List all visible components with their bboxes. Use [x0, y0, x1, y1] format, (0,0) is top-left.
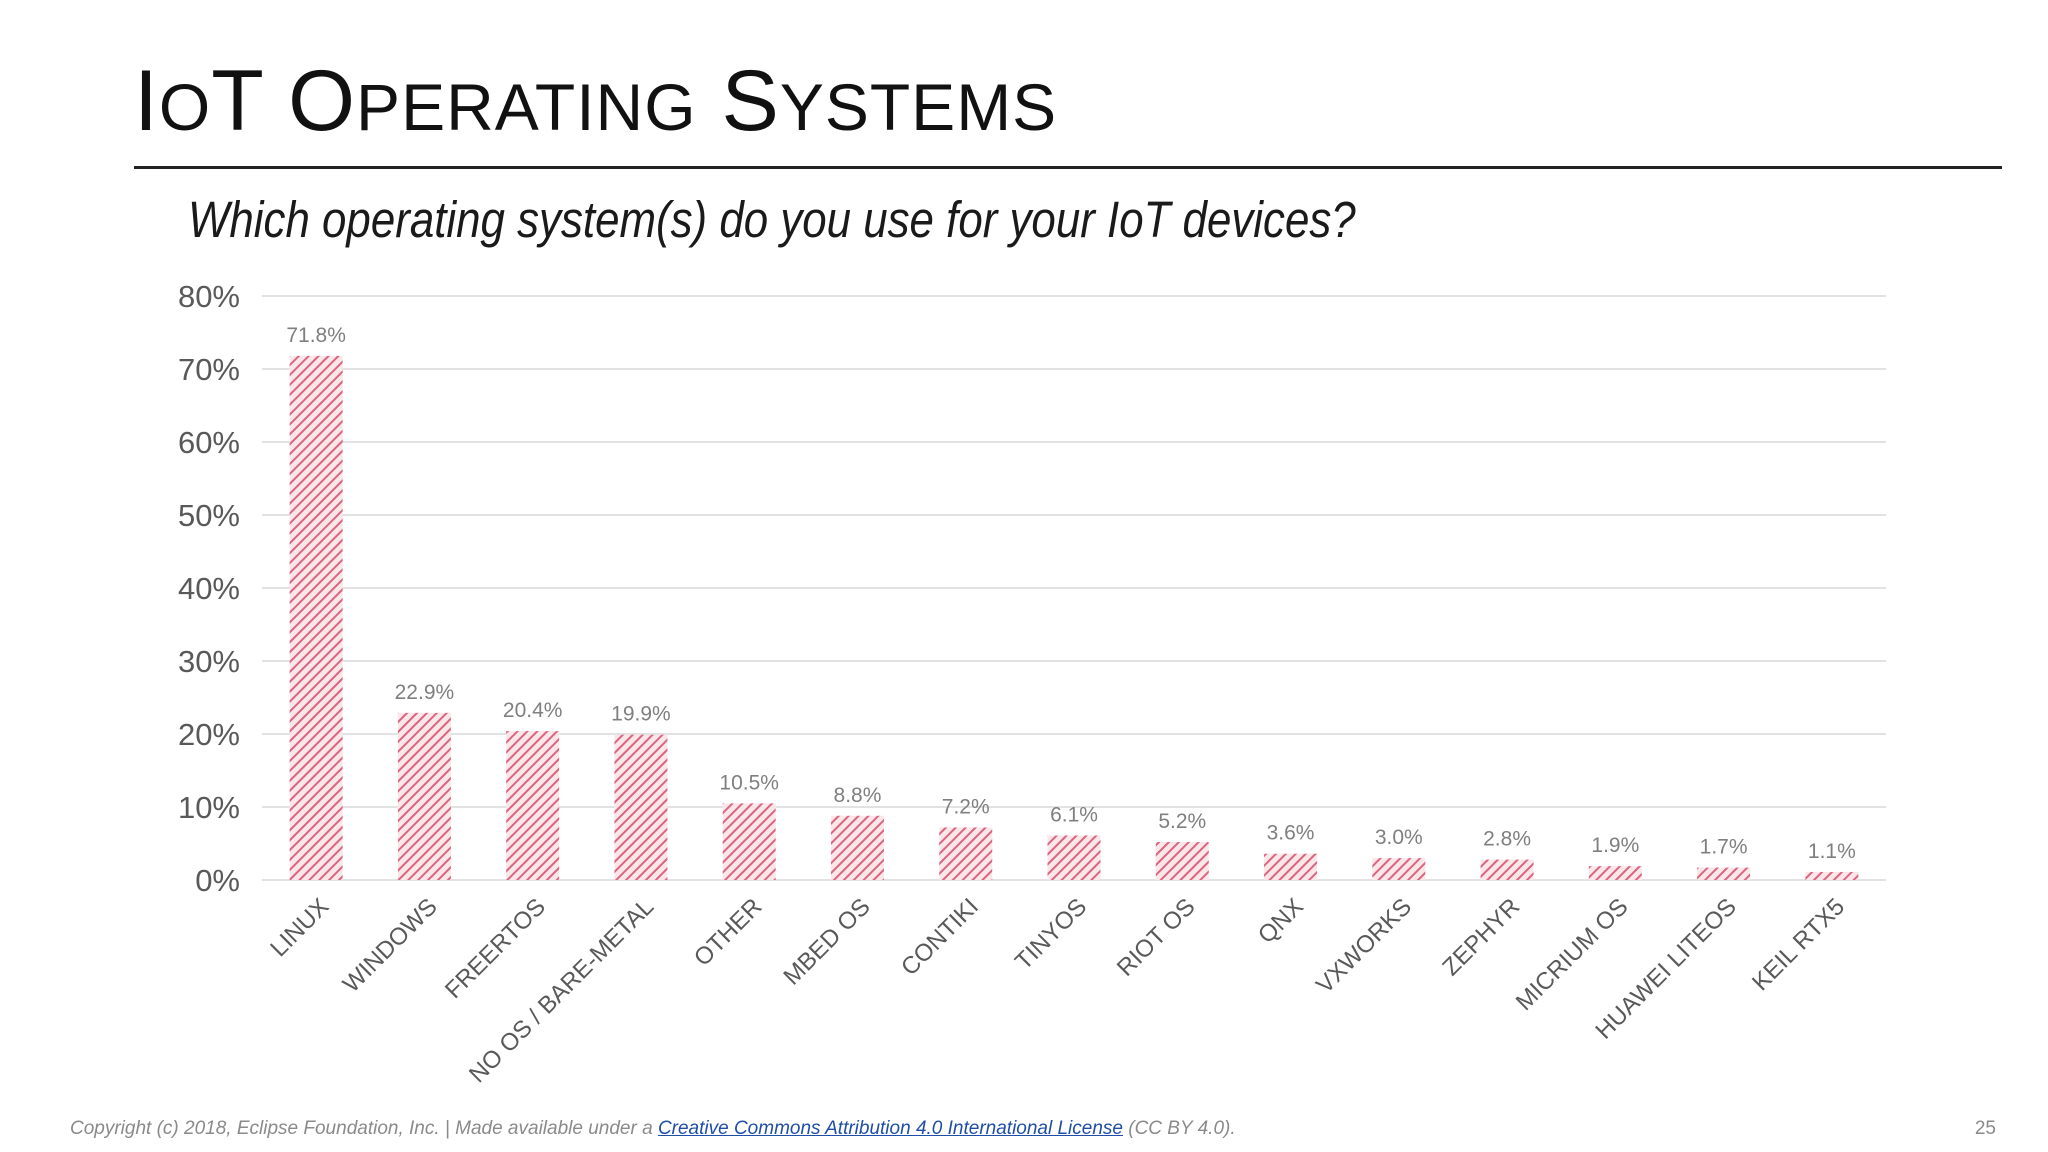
x-tick-label: MICRIUM OS	[1511, 893, 1634, 1016]
title-letter: O	[288, 53, 357, 149]
title-letter: T	[211, 53, 264, 149]
y-tick-label: 20%	[178, 717, 240, 752]
bar	[1264, 853, 1318, 880]
title-letter: I	[134, 53, 159, 149]
footer-text: Copyright (c) 2018, Eclipse Foundation, …	[70, 1118, 658, 1139]
x-tick-label: RIOT OS	[1112, 893, 1201, 982]
bar	[289, 355, 343, 880]
bar	[1697, 867, 1751, 880]
data-label: 8.8%	[834, 784, 882, 807]
bar	[506, 731, 560, 880]
x-tick-label: NO OS / BARE-METAL	[464, 893, 659, 1088]
license-link[interactable]: Creative Commons Attribution 4.0 Interna…	[657, 1118, 1123, 1139]
bar	[397, 712, 451, 880]
bar	[1480, 859, 1534, 880]
y-tick-label: 60%	[178, 425, 240, 460]
page-number: 25	[1974, 1118, 1996, 1139]
data-label: 19.9%	[611, 703, 671, 726]
x-tick-label: FREERTOS	[440, 893, 551, 1004]
x-tick-label: QNX	[1253, 893, 1309, 949]
footer-text-suffix: (CC BY 4.0).	[1122, 1118, 1236, 1139]
bar	[1805, 871, 1859, 880]
title-letters: YSTEMS	[779, 70, 1058, 144]
y-tick-label: 30%	[178, 644, 240, 679]
bar	[830, 815, 884, 880]
data-label: 5.2%	[1158, 810, 1206, 833]
bar	[1588, 866, 1642, 880]
chart-question-title: Which operating system(s) do you use for…	[188, 191, 1356, 248]
title-divider	[134, 166, 2002, 169]
bar	[722, 803, 776, 880]
y-tick-label: 40%	[178, 571, 240, 606]
slide-title: IOT OPERATING SYSTEMS	[134, 58, 1057, 144]
data-label: 10.5%	[719, 771, 779, 794]
bar	[1372, 858, 1426, 880]
y-tick-label: 10%	[178, 790, 240, 825]
y-tick-label: 80%	[178, 279, 240, 314]
title-letters: PERATING	[356, 70, 697, 144]
x-tick-label: KEIL RTX5	[1747, 893, 1850, 996]
x-tick-label: VXWORKS	[1311, 893, 1417, 999]
bar	[939, 827, 993, 880]
data-label: 71.8%	[286, 324, 346, 347]
y-tick-label: 70%	[178, 352, 240, 387]
bar	[1047, 835, 1101, 880]
y-tick-label: 0%	[195, 863, 240, 898]
title-letter: S	[721, 53, 780, 149]
data-label: 1.9%	[1591, 834, 1639, 857]
x-tick-label: CONTIKI	[896, 893, 984, 981]
x-tick-label: TINYOS	[1010, 893, 1092, 975]
data-label: 2.8%	[1483, 828, 1531, 851]
x-tick-label: OTHER	[689, 893, 767, 971]
x-tick-label: ZEPHYR	[1437, 893, 1525, 981]
bar	[614, 734, 668, 880]
data-label: 1.1%	[1808, 840, 1856, 863]
data-label: 1.7%	[1700, 836, 1748, 859]
x-tick-label: LINUX	[265, 893, 334, 962]
x-tick-label: WINDOWS	[338, 893, 443, 998]
bar	[1155, 842, 1209, 880]
title-letters: O	[158, 70, 212, 144]
data-label: 7.2%	[942, 795, 990, 818]
data-label: 6.1%	[1050, 803, 1098, 826]
copyright-footer: Copyright (c) 2018, Eclipse Foundation, …	[70, 1118, 1236, 1140]
y-tick-label: 50%	[178, 498, 240, 533]
data-label: 3.6%	[1267, 822, 1315, 845]
data-label: 22.9%	[395, 681, 455, 704]
x-tick-label: MBED OS	[778, 893, 875, 990]
data-label: 20.4%	[503, 699, 563, 722]
data-label: 3.0%	[1375, 826, 1423, 849]
